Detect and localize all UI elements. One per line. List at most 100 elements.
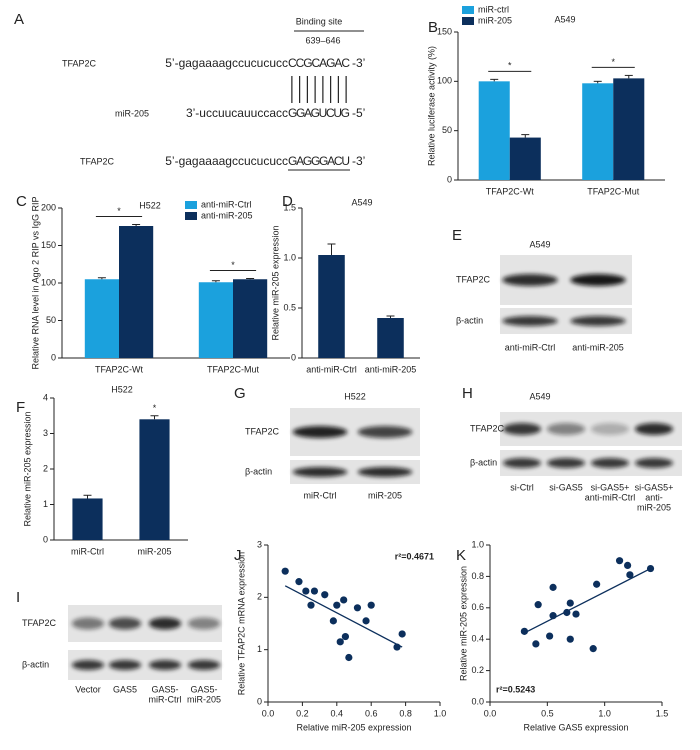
y-tick-label: 4 (43, 392, 48, 402)
point (302, 587, 310, 595)
band (148, 617, 182, 630)
bar (613, 78, 645, 180)
sequence-right: -5’ (352, 106, 365, 120)
band (292, 467, 348, 477)
bar (84, 279, 119, 358)
y-tick-label: 3 (257, 539, 262, 549)
error-bar (83, 494, 92, 499)
y-tick-label: 0.6 (471, 602, 484, 612)
panel-letter: F (16, 399, 25, 416)
blot-title: A549 (529, 239, 550, 249)
y-axis-label: Relative RNA level in Ago 2 RIP vs IgG R… (30, 197, 40, 370)
y-tick-label: 2 (43, 463, 48, 473)
band (357, 467, 413, 477)
x-tick-label: 0.2 (296, 708, 309, 718)
band (590, 458, 630, 468)
panel-letter: E (452, 227, 462, 244)
point (546, 632, 554, 640)
point (615, 557, 624, 565)
point (321, 591, 329, 599)
band (71, 617, 105, 630)
sequence-site: GAGGGACU (288, 154, 350, 168)
point (626, 571, 634, 579)
bar (377, 318, 404, 358)
point (398, 630, 406, 638)
blot-title: A549 (529, 391, 550, 401)
lane-label: si-GAS5+ (635, 482, 674, 492)
significance-star: * (611, 57, 615, 67)
band (546, 458, 586, 468)
fit-line (284, 585, 403, 648)
lane-label: si-Ctrl (510, 482, 534, 492)
band (71, 660, 105, 670)
bar (119, 226, 154, 358)
band (357, 426, 413, 438)
point (520, 627, 529, 635)
lane-label: GAS5 (113, 684, 137, 694)
y-tick-label: 0.5 (283, 302, 296, 312)
y-tick-label: 150 (41, 240, 56, 250)
band (108, 617, 142, 630)
lane-label: GAS5- (190, 684, 217, 694)
y-tick-label: 0.4 (471, 634, 484, 644)
y-tick-label: 3 (43, 428, 48, 438)
lane-label: miR-205 (637, 502, 671, 512)
x-tick-label: 1.5 (656, 708, 669, 718)
y-axis-label: Relative miR-205 expression (270, 225, 280, 340)
y-tick-label: 50 (442, 125, 452, 135)
error-bar (593, 80, 602, 84)
y-tick-label: 1 (257, 644, 262, 654)
panel-letter: D (282, 193, 293, 210)
legend-swatch (185, 201, 197, 209)
sequence-left: 5’-gagaaaagccucucucc (165, 154, 288, 168)
point (281, 567, 289, 575)
y-tick-label: 50 (46, 315, 56, 325)
bar (198, 282, 233, 358)
y-tick-label: 0 (43, 534, 48, 544)
x-tick-label: TFAP2C-Mut (587, 186, 640, 196)
error-bar (490, 78, 499, 82)
band (108, 660, 142, 670)
panel-letter: B (428, 19, 438, 36)
y-tick-label: 1.0 (283, 252, 296, 262)
point (593, 580, 601, 588)
y-axis-label: Relative TFAP2C mRNA expression (236, 552, 246, 695)
band (292, 426, 348, 438)
band (187, 660, 221, 670)
y-tick-label: 200 (41, 202, 56, 212)
blot-title: H522 (344, 391, 366, 401)
bar (233, 279, 268, 358)
band (570, 274, 626, 286)
error-bar (150, 415, 159, 420)
binding-position: 639–646 (305, 35, 340, 45)
bar (582, 83, 614, 180)
sequence-site: CCGCAGAC (288, 56, 350, 70)
sequence-name: TFAP2C (62, 58, 97, 68)
blot-row-label: TFAP2C (22, 618, 57, 628)
blot-row-label: β-actin (245, 466, 272, 476)
x-tick-label: 0.0 (262, 708, 275, 718)
sequence-right: -3’ (352, 154, 365, 168)
blot-row-label: β-actin (22, 659, 49, 669)
y-tick-label: 150 (437, 26, 452, 36)
x-tick-label: 0.0 (484, 708, 497, 718)
legend-swatch (185, 212, 197, 220)
point (589, 645, 597, 653)
band (590, 423, 630, 435)
lane-label: GAS5- (151, 684, 178, 694)
bar (509, 137, 541, 180)
x-tick-label: 0.8 (399, 708, 412, 718)
error-bar (386, 315, 395, 318)
y-axis-label: Relative miR-205 expression (22, 411, 32, 526)
annotation: r²=0.4671 (395, 551, 434, 561)
panel-letter: H (462, 385, 473, 402)
sequence-site: GGAGUCUG (288, 106, 350, 120)
y-tick-label: 1 (43, 499, 48, 509)
point (566, 635, 574, 643)
point (310, 587, 319, 595)
sequence-name: miR-205 (115, 108, 149, 118)
bar (478, 81, 510, 180)
blot-row-label: TFAP2C (470, 423, 505, 433)
band (502, 274, 558, 286)
